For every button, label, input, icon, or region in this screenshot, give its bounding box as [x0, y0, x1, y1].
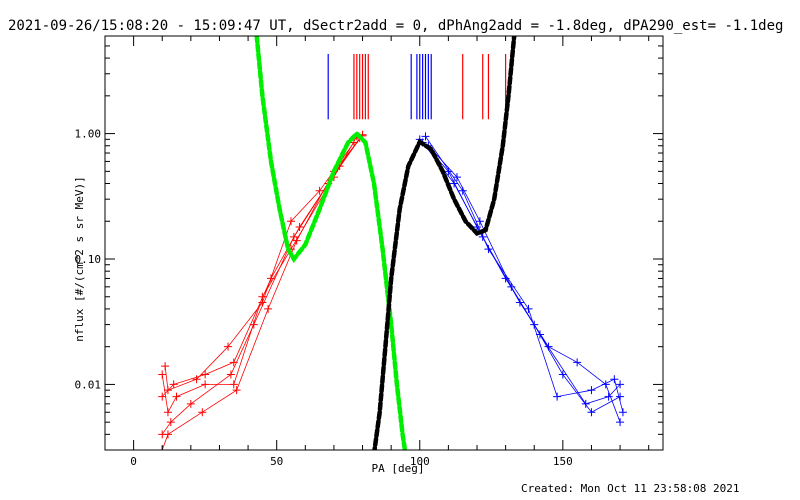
x-axis-label: PA [deg]: [372, 462, 425, 475]
red-data-point: [161, 362, 170, 371]
blue-data-point: [473, 222, 481, 231]
blue-data-point: [553, 392, 562, 401]
blue-data-point: [515, 298, 524, 307]
red-data-point: [192, 375, 201, 384]
blue-data-point: [604, 392, 613, 401]
blue-data-point: [452, 173, 461, 182]
red-data-point: [158, 392, 167, 401]
blue-data-point: [458, 186, 467, 195]
red-data-point: [229, 380, 238, 389]
blue-trace: [428, 145, 621, 405]
red-data-point: [264, 304, 273, 313]
blue-trace: [422, 142, 621, 423]
x-tick-label: 50: [270, 455, 283, 468]
plot-frame: [104, 35, 664, 451]
red-data-point: [186, 399, 195, 408]
blue-data-point: [524, 304, 533, 313]
blue-data-point: [507, 282, 516, 291]
x-tick-label: 100: [410, 455, 430, 468]
red-data-point: [163, 386, 172, 395]
red-data-point: [295, 222, 304, 231]
x-tick-label: 0: [130, 455, 137, 468]
blue-data-point: [444, 167, 453, 176]
blue-data-point: [610, 375, 619, 384]
blue-data-point: [581, 399, 590, 408]
blue-trace: [425, 136, 624, 413]
red-data-point: [249, 320, 258, 329]
red-data-point: [287, 217, 295, 226]
blue-data-point: [587, 408, 596, 417]
blue-data-point: [535, 330, 544, 339]
blue-data-point: [478, 232, 487, 241]
blue-data-point: [618, 408, 627, 417]
blue-data-point: [484, 245, 493, 254]
axes: 0 50 100 150 0.01 0.10 1.00: [75, 35, 664, 468]
red-data-point: [232, 386, 241, 395]
plot-area: [158, 36, 627, 450]
blue-data-point: [501, 274, 510, 283]
red-data-point: [163, 430, 172, 439]
blue-data-point: [573, 358, 582, 367]
plot-content: [158, 36, 627, 450]
red-data-point: [224, 342, 233, 351]
red-data-point: [172, 392, 181, 401]
red-data-point: [315, 186, 324, 195]
blue-data-point: [450, 179, 459, 188]
red-data-point: [158, 370, 167, 379]
blue-data-point: [616, 392, 625, 401]
red-data-point: [201, 380, 210, 389]
red-trace: [161, 136, 358, 414]
red-trace: [164, 142, 355, 391]
red-data-point: [163, 408, 172, 417]
y-tick-label: 0.01: [75, 378, 102, 391]
blue-data-point: [601, 380, 610, 389]
red-data-point: [166, 418, 175, 427]
red-data-point: [198, 408, 207, 417]
red-data-point: [229, 358, 238, 367]
blue-data-point: [475, 217, 484, 226]
green-fit-curve: [254, 36, 408, 450]
blue-data-point: [587, 386, 596, 395]
y-tick-label: 1.00: [75, 128, 102, 141]
blue-data-point: [421, 132, 430, 141]
footer-created: Created: Mon Oct 11 23:58:08 2021: [521, 482, 740, 495]
red-data-point: [169, 380, 178, 389]
red-data-point: [226, 370, 235, 379]
red-data-point: [201, 370, 210, 379]
blue-data-point: [616, 380, 625, 389]
x-tick-label: 150: [553, 455, 573, 468]
y-axis-label: nflux [#/(cm^2 s sr MeV)]: [73, 176, 86, 342]
red-data-point: [266, 274, 275, 283]
red-data-point: [349, 138, 358, 147]
blue-data-point: [616, 418, 625, 427]
chart-title: 2021-09-26/15:08:20 - 15:09:47 UT, dSect…: [8, 18, 783, 34]
red-data-point: [292, 236, 301, 245]
y-tick-label: 0.10: [75, 253, 102, 266]
blue-data-point: [530, 320, 539, 329]
red-data-point: [258, 298, 267, 307]
blue-data-point: [544, 342, 553, 351]
blue-trace: [419, 139, 621, 413]
black-fit-curve: [372, 36, 517, 450]
blue-data-point: [558, 370, 567, 379]
